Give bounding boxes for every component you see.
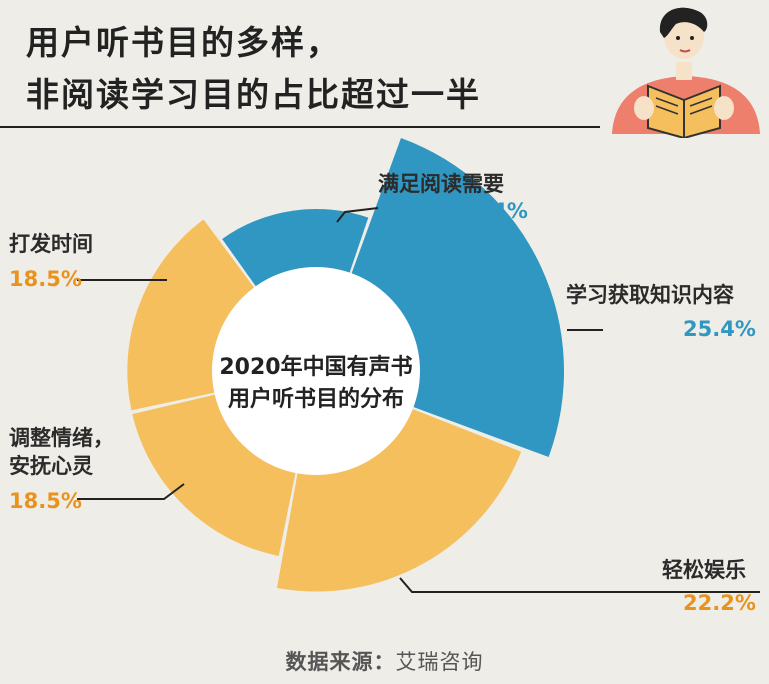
slice-entertain — [276, 408, 522, 592]
label-pastime-pct: 18.5% — [9, 267, 82, 291]
slice-reading — [222, 209, 369, 288]
page-title-line-1: 用户听书目的多样， — [26, 23, 341, 62]
label-pastime-name: 打发时间 — [9, 232, 93, 256]
source-note: 数据来源：艾瑞咨询 — [0, 646, 769, 676]
slice-learning — [350, 138, 564, 457]
label-emotion-name-line-2: 安抚心灵 — [9, 454, 93, 478]
label-entertain-pct: 22.2% — [683, 591, 756, 615]
label-emotion-pct: 18.5% — [9, 489, 82, 513]
label-entertain-name: 轻松娱乐 — [662, 558, 746, 582]
source-prefix: 数据来源： — [285, 650, 396, 674]
label-learning-pct: 25.4% — [683, 317, 756, 341]
title-underline — [0, 126, 600, 128]
label-reading-pct: 15.4% — [455, 199, 528, 223]
slice-emotion — [132, 394, 296, 556]
donut-center-hole — [212, 267, 420, 475]
label-learning-name: 学习获取知识内容 — [566, 283, 734, 307]
chart-canvas: 2020年中国有声书 用户听书目的分布 — [77, 138, 760, 593]
center-label-line-1: 2020年中国有声书 — [219, 354, 412, 380]
leader-line-reading — [336, 207, 379, 223]
leader-line-emotion — [77, 483, 185, 500]
leader-line-entertain — [399, 577, 760, 593]
label-reading-name: 满足阅读需要 — [378, 172, 504, 196]
label-emotion-name-line-1: 调整情绪， — [9, 426, 114, 450]
source-name: 艾瑞咨询 — [395, 650, 484, 674]
slice-pastime — [127, 219, 256, 411]
center-label-line-2: 用户听书目的分布 — [228, 386, 404, 412]
person-reading-book-icon — [612, 7, 760, 138]
page-title-line-2: 非阅读学习目的占比超过一半 — [26, 75, 481, 114]
